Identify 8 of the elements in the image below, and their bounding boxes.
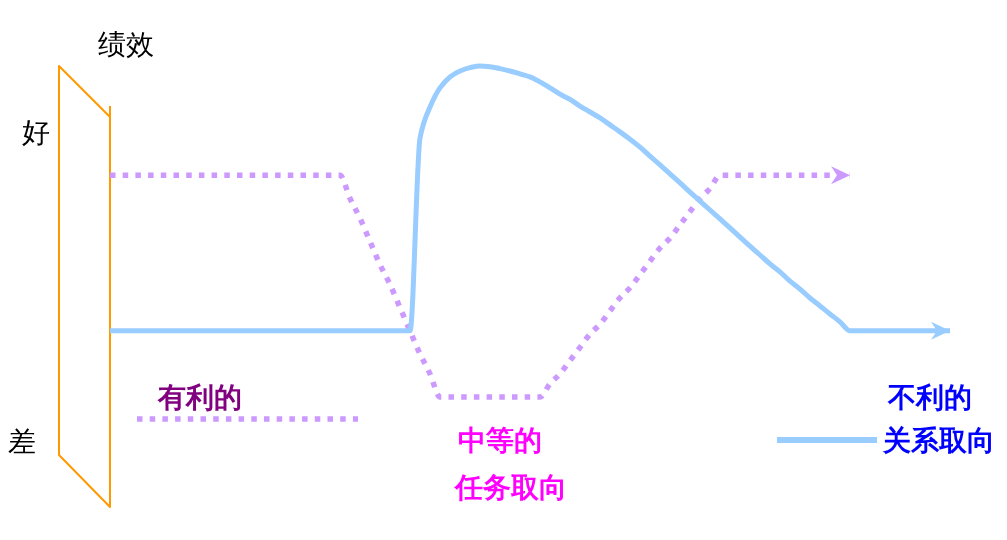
legend-label: 关系取向: [883, 423, 995, 457]
annotation: 有利的: [158, 380, 242, 414]
annotation: 不利的: [888, 380, 972, 414]
annotation: 好: [22, 115, 50, 149]
annotation: 中等的: [458, 423, 542, 457]
legend-label: 任务取向: [455, 470, 567, 504]
annotation: 差: [8, 424, 36, 458]
y-axis-title: 绩效: [98, 27, 154, 61]
